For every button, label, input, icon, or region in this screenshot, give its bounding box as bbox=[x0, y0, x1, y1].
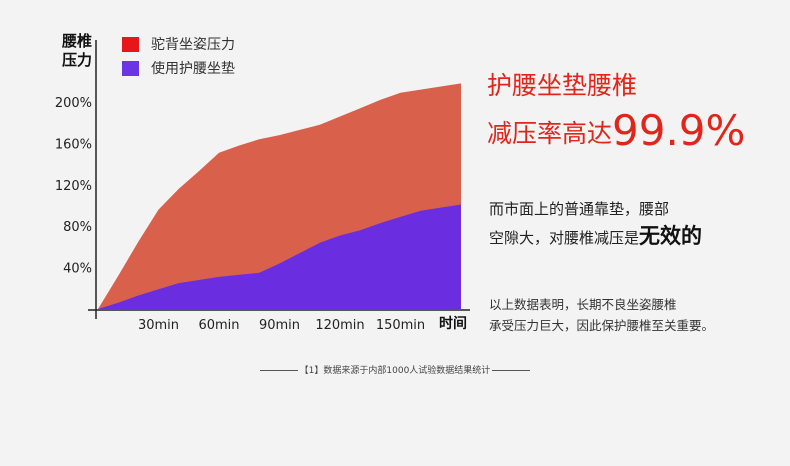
paragraph-1-emphasis: 无效的 bbox=[639, 224, 703, 248]
chart-axes bbox=[88, 40, 470, 319]
legend-label: 使用护腰坐垫 bbox=[151, 61, 235, 77]
y-tick-label: 200% bbox=[55, 96, 92, 111]
chart-legend: 驼背坐姿压力 使用护腰坐垫 bbox=[122, 33, 235, 81]
paragraph-1-prefix: 空隙大，对腰椎减压是 bbox=[489, 229, 640, 247]
chart-areas bbox=[97, 83, 462, 310]
footnote-text: 【1】数据来源于内部1000人试验数据结果统计 bbox=[299, 366, 491, 376]
legend-item-red: 驼背坐姿压力 bbox=[122, 33, 235, 55]
x-tick-label: 150min bbox=[376, 318, 425, 333]
paragraph-2-line: 承受压力巨大，因此保护腰椎至关重要。 bbox=[489, 318, 715, 333]
paragraph-1-line: 空隙大，对腰椎减压是无效的 bbox=[489, 223, 702, 252]
x-tick-label: 90min bbox=[259, 318, 300, 333]
y-tick-label: 40% bbox=[63, 262, 92, 277]
y-tick-label: 120% bbox=[55, 179, 92, 194]
legend-item-purple: 使用护腰坐垫 bbox=[122, 57, 235, 79]
legend-swatch-purple bbox=[122, 60, 139, 76]
footnote: 【1】数据来源于内部1000人试验数据结果统计 bbox=[0, 363, 790, 376]
paragraph-1: 而市面上的普通靠垫，腰部 空隙大，对腰椎减压是无效的 bbox=[489, 196, 702, 252]
paragraph-1-line: 而市面上的普通靠垫，腰部 bbox=[489, 200, 670, 218]
y-axis-title-line: 压力 bbox=[61, 51, 92, 69]
y-axis-title-line: 腰椎 bbox=[61, 32, 92, 50]
paragraph-2: 以上数据表明，长期不良坐姿腰椎 承受压力巨大，因此保护腰椎至关重要。 bbox=[489, 294, 714, 336]
chart-ticks: 40% 80% 120% 160% 200% 30min 60min 90min 120min 1… bbox=[55, 96, 467, 333]
headline-prefix: 减压率高达 bbox=[487, 119, 613, 148]
x-tick-label: 120min bbox=[315, 318, 364, 333]
series-area-1 bbox=[98, 204, 461, 309]
legend-swatch-red bbox=[122, 36, 139, 52]
legend-label: 驼背坐姿压力 bbox=[151, 37, 235, 53]
paragraph-2-line: 以上数据表明，长期不良坐姿腰椎 bbox=[489, 297, 677, 312]
y-axis-title: 腰椎 压力 bbox=[60, 32, 94, 70]
y-tick-label: 160% bbox=[55, 137, 92, 152]
x-tick-label: 30min bbox=[138, 318, 179, 333]
headline-line1: 护腰坐垫腰椎 bbox=[487, 71, 638, 100]
footnote-dash-right bbox=[492, 370, 531, 371]
footnote-dash-left bbox=[259, 370, 298, 371]
y-tick-label: 80% bbox=[63, 220, 92, 235]
x-axis-title: 时间 bbox=[439, 315, 467, 332]
headline-percentage: 99.9% bbox=[612, 106, 746, 155]
x-tick-label: 60min bbox=[198, 318, 239, 333]
headline-line2: 减压率高达99.9% bbox=[487, 106, 745, 155]
